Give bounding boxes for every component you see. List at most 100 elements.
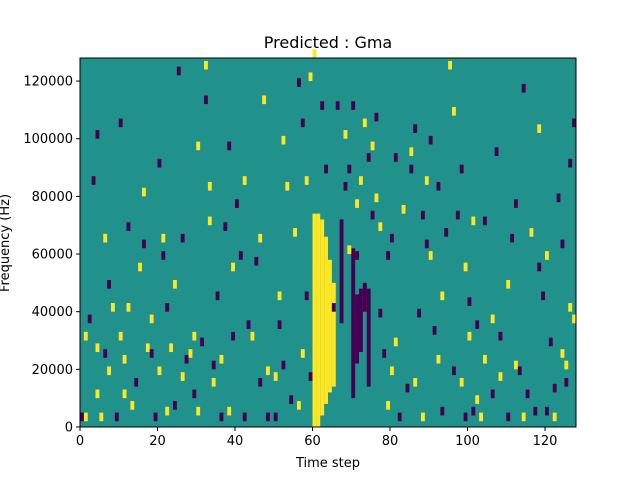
heatmap-cell-high — [374, 193, 379, 203]
heatmap-cell-low — [490, 389, 495, 399]
heatmap-cell-low — [568, 158, 573, 168]
heatmap-cell-high — [95, 343, 100, 353]
heatmap-cell-high — [173, 279, 177, 289]
heatmap-cell-low — [413, 124, 418, 133]
heatmap-band-high — [320, 219, 325, 416]
heatmap-cell-high — [196, 406, 201, 416]
heatmap-cell-high — [304, 176, 309, 185]
chart-title: Predicted : Gma — [264, 33, 392, 52]
heatmap-cell-low — [173, 401, 177, 410]
heatmap-cell-low — [227, 141, 232, 151]
heatmap-cell-low — [428, 135, 433, 145]
heatmap-cell-low — [273, 412, 278, 422]
heatmap-cell-low — [304, 291, 309, 301]
heatmap-cell-low — [180, 233, 185, 243]
heatmap-cell-high — [111, 303, 115, 312]
heatmap-band-low — [351, 248, 356, 399]
x-tick-label: 80 — [382, 434, 399, 449]
heatmap-cell-low — [223, 222, 228, 231]
heatmap-cell-high — [142, 187, 146, 197]
heatmap-cell-high — [560, 349, 565, 358]
heatmap-cell-low — [351, 101, 356, 110]
heatmap-cell-high — [277, 291, 282, 301]
heatmap-cell-high — [467, 331, 472, 341]
heatmap-cell-high — [475, 395, 480, 404]
heatmap-cell-high — [130, 401, 135, 410]
heatmap-cell-high — [393, 337, 398, 347]
heatmap-cell-high — [529, 228, 534, 237]
heatmap-cell-high — [83, 331, 88, 341]
heatmap-cell-high — [293, 228, 297, 237]
heatmap-cell-low — [80, 412, 84, 422]
heatmap-cell-low — [514, 199, 518, 208]
heatmap-cell-low — [153, 412, 158, 422]
heatmap-cell-high — [196, 141, 201, 151]
heatmap-cell-low — [219, 412, 224, 422]
heatmap-cell-low — [417, 308, 421, 318]
heatmap-cell-high — [192, 331, 197, 341]
heatmap-cell-high — [273, 372, 278, 381]
plot-frame — [79, 57, 577, 428]
heatmap-cell-high — [285, 181, 290, 191]
heatmap-band-low — [339, 219, 344, 324]
heatmap-cell-high — [378, 222, 383, 231]
heatmap-cell-low — [556, 193, 561, 203]
x-axis-ticks: 0 20 40 60 80 100 120 — [76, 427, 557, 449]
heatmap-cell-low — [362, 285, 367, 295]
heatmap-cell-low — [91, 176, 96, 185]
heatmap-cell-high — [204, 60, 208, 70]
heatmap-band-low — [362, 282, 367, 312]
heatmap-cell-low — [331, 303, 336, 312]
heatmap-cell-low — [393, 153, 398, 162]
y-tick-label: 80000 — [32, 190, 73, 205]
heatmap-cell-high — [145, 343, 150, 353]
heatmap-cell-low — [483, 216, 487, 226]
heatmap-cell-low — [308, 372, 313, 381]
heatmap-cell-low — [548, 337, 553, 347]
heatmap-cell-high — [359, 176, 363, 185]
y-axis-label: Frequency (Hz) — [0, 194, 13, 292]
heatmap-cell-low — [297, 78, 301, 87]
heatmap-cell-low — [114, 412, 119, 422]
heatmap-cell-high — [498, 372, 503, 381]
heatmap-cell-high — [483, 354, 487, 364]
heatmap-cell-low — [184, 354, 189, 364]
x-axis-label: Time step — [295, 456, 360, 471]
heatmap-cell-high — [180, 372, 185, 381]
heatmap-cell-high — [157, 366, 162, 376]
heatmap-cell-low — [107, 279, 111, 289]
heatmap-cell-low — [266, 412, 270, 422]
heatmap-cell-low — [374, 112, 379, 122]
heatmap-cell-low — [324, 164, 328, 174]
heatmap-cell-low — [390, 233, 394, 243]
heatmap-cell-low — [161, 251, 166, 260]
heatmap-cell-high — [227, 406, 232, 416]
heatmap-cell-low — [444, 228, 449, 237]
heatmap-cell-high — [103, 233, 108, 243]
x-tick-label: 0 — [76, 434, 84, 449]
heatmap-cell-high — [370, 141, 375, 151]
heatmap-cell-high — [107, 366, 111, 376]
heatmap-cell-low — [215, 291, 220, 301]
heatmap-cell-high — [545, 251, 549, 260]
heatmap-cell-low — [254, 256, 259, 266]
heatmap-cell-low — [455, 210, 460, 220]
heatmap-cell-low — [204, 95, 208, 105]
heatmap-cell-low — [200, 337, 204, 347]
heatmap-cell-low — [552, 383, 557, 393]
heatmap-cell-high — [564, 360, 569, 370]
heatmap-cell-low — [471, 406, 476, 416]
heatmap-cell-low — [366, 153, 371, 162]
heatmap-cell-high — [211, 377, 216, 387]
heatmap-cell-high — [413, 377, 418, 387]
heatmap-cell-high — [537, 124, 542, 133]
heatmap-cell-low — [157, 158, 162, 168]
heatmap-cell-low — [541, 291, 545, 301]
heatmap-cell-high — [95, 389, 100, 399]
heatmap-cell-low — [231, 331, 235, 341]
heatmap-cell-high — [390, 366, 394, 376]
heatmap-cell-high — [459, 377, 464, 387]
heatmap-band-high — [312, 213, 317, 427]
heatmap-band-low — [366, 288, 371, 387]
heatmap-cell-high — [297, 401, 301, 410]
